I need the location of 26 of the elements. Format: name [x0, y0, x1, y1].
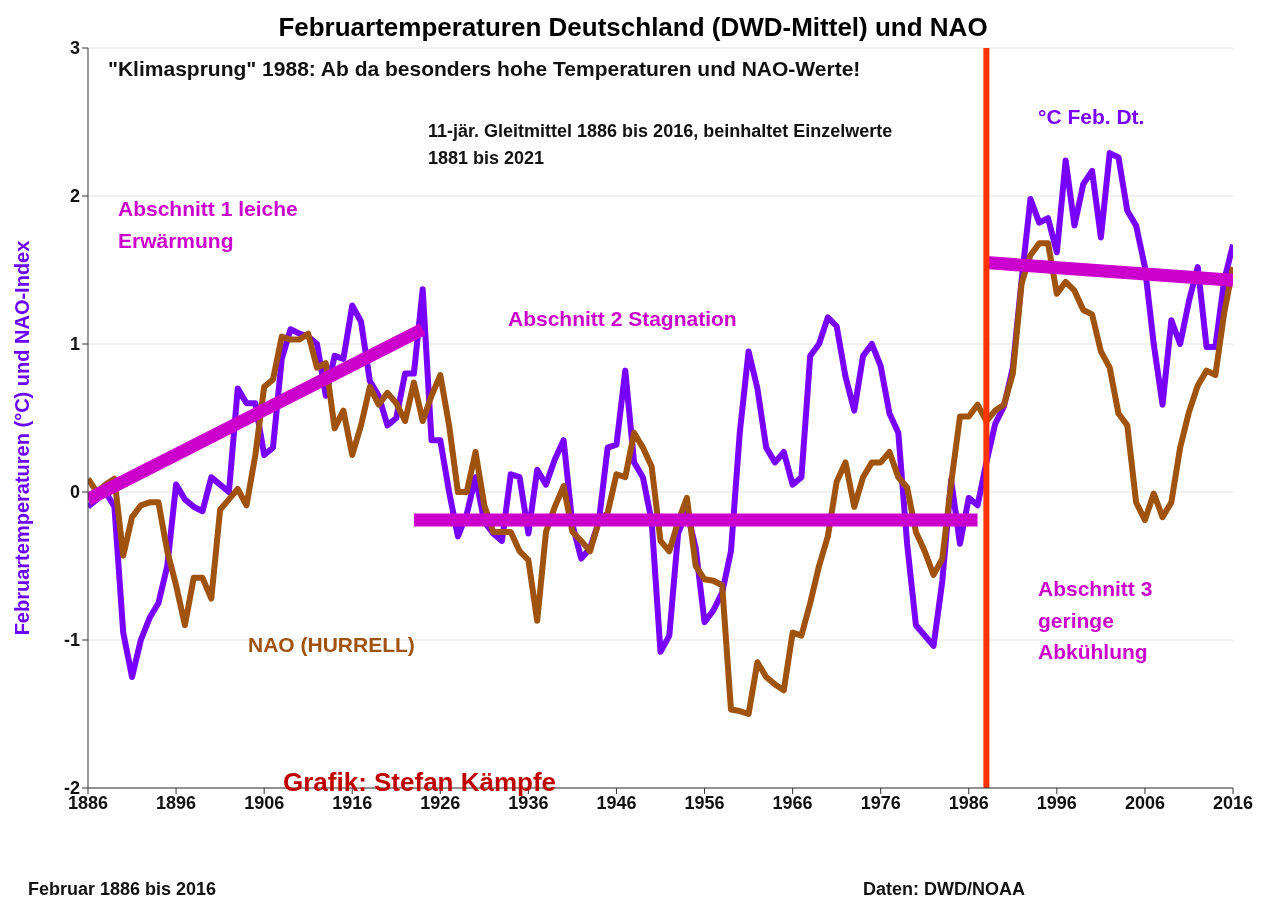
y-tick-label: 1	[69, 334, 80, 355]
x-tick-label: 1896	[156, 792, 197, 813]
x-tick-label: 2006	[1124, 792, 1165, 813]
annotation: "Klimasprung" 1988: Ab da besonders hohe Temperaturen und NAO-Werte!	[108, 56, 862, 82]
x-tick-label: 1986	[948, 792, 989, 813]
annotation: Abschnitt 2 Stagnation	[508, 306, 738, 332]
annotation: 11-jär. Gleitmittel 1886 bis 2016, beinhaltet Einzelwerte 1881 bis 2021	[428, 120, 894, 170]
annotation: Abschnitt 1 leiche Erwärmung	[118, 196, 299, 254]
text: Februar 1886 bis 2016	[28, 878, 218, 901]
y-axis-title: Februartemperaturen (°C) und NAO-Index	[10, 240, 34, 636]
x-tick-label: 2016	[1212, 792, 1254, 813]
x-tick-label: 1966	[772, 792, 813, 813]
chart-title: Februartemperaturen Deutschland (DWD-Mittel) und NAO	[278, 12, 988, 42]
text: NAO (HURRELL)	[248, 633, 415, 657]
y-tick-label: -1	[63, 630, 80, 651]
x-tick-label: 1946	[596, 792, 637, 813]
y-tick-label: 0	[69, 482, 80, 503]
x-tick-label: 1996	[1036, 792, 1077, 813]
annotation: Abschnitt 3 geringe Abkühlung	[1038, 576, 1154, 665]
series-label: °C Feb. Dt.	[1038, 105, 1145, 129]
text: Daten: DWD/NOAA	[863, 878, 1026, 901]
y-tick-label: 3	[69, 38, 80, 59]
x-tick-label: 1956	[684, 792, 725, 813]
x-tick-label: 1906	[244, 792, 285, 813]
x-tick-label: 1976	[860, 792, 901, 813]
y-tick-label: 2	[69, 186, 80, 207]
